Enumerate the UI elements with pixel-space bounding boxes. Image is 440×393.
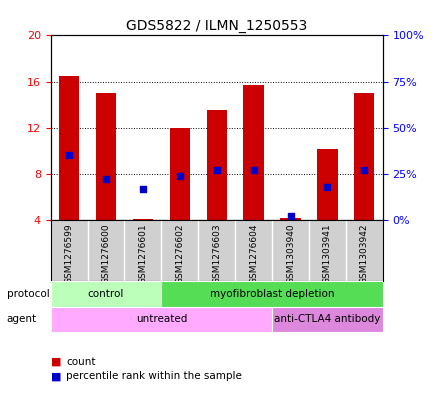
Text: protocol: protocol: [7, 289, 49, 299]
Bar: [51, 307, 272, 332]
Point: [361, 167, 368, 173]
Point: [213, 167, 220, 173]
Text: GSM1276602: GSM1276602: [175, 223, 184, 284]
Bar: [272, 307, 383, 332]
Point: [66, 152, 73, 159]
Bar: [317, 149, 337, 220]
Bar: [354, 93, 374, 220]
Title: GDS5822 / ILMN_1250553: GDS5822 / ILMN_1250553: [126, 19, 307, 33]
Text: GSM1276599: GSM1276599: [65, 223, 73, 284]
Text: GSM1276600: GSM1276600: [102, 223, 110, 284]
Text: GSM1276603: GSM1276603: [212, 223, 221, 284]
Text: GSM1303942: GSM1303942: [360, 223, 369, 284]
Text: untreated: untreated: [136, 314, 187, 324]
Text: anti-CTLA4 antibody: anti-CTLA4 antibody: [274, 314, 381, 324]
Bar: [170, 128, 190, 220]
Point: [324, 184, 331, 190]
Point: [103, 176, 110, 183]
Bar: [133, 219, 153, 220]
Bar: [243, 85, 264, 220]
Bar: [280, 218, 301, 220]
Text: ■: ■: [51, 371, 61, 382]
Bar: [161, 281, 383, 307]
Bar: [206, 110, 227, 220]
Text: ■: ■: [51, 356, 61, 367]
Point: [176, 173, 183, 179]
Bar: [59, 76, 79, 220]
Text: count: count: [66, 356, 95, 367]
Text: control: control: [88, 289, 124, 299]
Bar: [96, 93, 116, 220]
Point: [250, 167, 257, 173]
Point: [139, 185, 147, 192]
Bar: [51, 281, 161, 307]
Text: GSM1276604: GSM1276604: [249, 223, 258, 284]
Text: GSM1303940: GSM1303940: [286, 223, 295, 284]
Text: GSM1276601: GSM1276601: [138, 223, 147, 284]
Text: GSM1303941: GSM1303941: [323, 223, 332, 284]
Text: agent: agent: [7, 314, 37, 324]
Point: [287, 213, 294, 220]
Text: myofibroblast depletion: myofibroblast depletion: [210, 289, 334, 299]
Text: percentile rank within the sample: percentile rank within the sample: [66, 371, 242, 382]
